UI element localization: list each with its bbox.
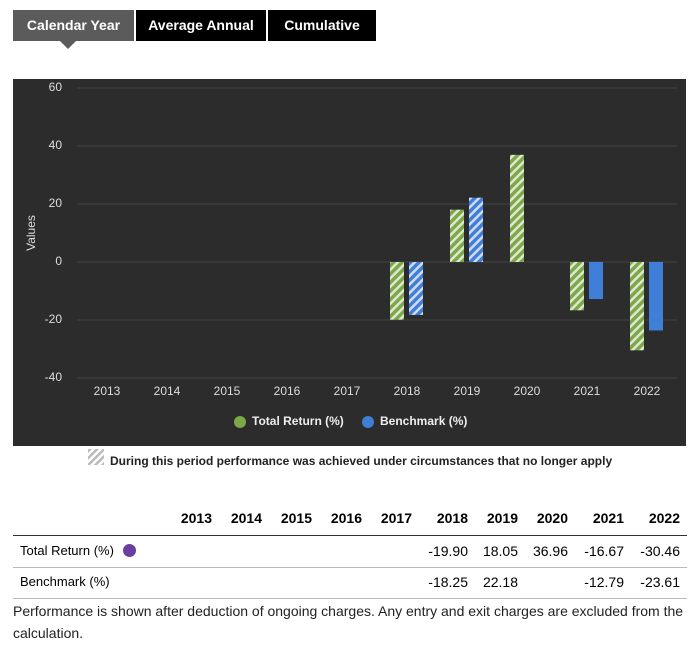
x-tick-label: 2016 bbox=[274, 384, 301, 398]
table-cell: 22.18 bbox=[482, 574, 518, 590]
legend-marker bbox=[234, 416, 246, 428]
table-cell: -23.61 bbox=[640, 574, 680, 590]
legend-label: Total Return (%) bbox=[252, 414, 344, 428]
table-header: 2020 bbox=[536, 510, 568, 526]
bar bbox=[510, 154, 524, 262]
table-header: 2018 bbox=[436, 510, 468, 526]
table-cell: -18.25 bbox=[428, 574, 468, 590]
hatch-note: During this period performance was achie… bbox=[110, 454, 612, 468]
x-tick-label: 2015 bbox=[214, 384, 241, 398]
chart: Values During this period performance wa… bbox=[13, 79, 686, 468]
tab[interactable]: Cumulative bbox=[268, 10, 376, 41]
bar bbox=[649, 262, 663, 331]
bar bbox=[450, 209, 464, 262]
tab[interactable]: Average Annual bbox=[136, 10, 266, 41]
table-header: 2013 bbox=[180, 510, 212, 526]
tab[interactable]: Calendar Year bbox=[13, 10, 134, 41]
table-cell: -19.90 bbox=[428, 543, 468, 559]
bar bbox=[570, 262, 584, 311]
x-tick-label: 2019 bbox=[454, 384, 481, 398]
table-header: 2016 bbox=[330, 510, 362, 526]
row-label: Benchmark (%) bbox=[20, 574, 110, 589]
bar bbox=[409, 262, 423, 315]
row-rule bbox=[13, 567, 687, 568]
bar bbox=[630, 262, 644, 351]
table-cell: 36.96 bbox=[532, 543, 568, 559]
bar bbox=[390, 262, 404, 320]
y-tick-label: 60 bbox=[49, 80, 63, 94]
table-cell: 18.05 bbox=[482, 543, 518, 559]
tab-pointer bbox=[60, 41, 76, 49]
table-cell: -16.67 bbox=[584, 543, 624, 559]
x-tick-label: 2021 bbox=[574, 384, 601, 398]
row-label: Total Return (%) bbox=[20, 543, 114, 558]
x-tick-label: 2020 bbox=[514, 384, 541, 398]
legend-label: Benchmark (%) bbox=[380, 414, 467, 428]
table-header: 2021 bbox=[592, 510, 624, 526]
x-tick-label: 2018 bbox=[394, 384, 421, 398]
y-tick-label: -40 bbox=[45, 370, 63, 384]
table-header: 2014 bbox=[230, 510, 262, 526]
bar bbox=[469, 197, 483, 262]
hatch-icon bbox=[88, 449, 104, 465]
y-tick-label: 20 bbox=[49, 196, 63, 210]
y-tick-label: -20 bbox=[45, 312, 63, 326]
y-axis-label: Values bbox=[24, 215, 38, 251]
x-tick-label: 2014 bbox=[154, 384, 181, 398]
y-tick-label: 40 bbox=[49, 138, 63, 152]
x-tick-label: 2013 bbox=[94, 384, 121, 398]
table-header: 2022 bbox=[648, 510, 680, 526]
bar bbox=[589, 262, 603, 300]
table-cell: -12.79 bbox=[584, 574, 624, 590]
y-tick-label: 0 bbox=[55, 254, 62, 268]
row-rule bbox=[13, 598, 687, 599]
legend-marker bbox=[362, 416, 374, 428]
x-tick-label: 2017 bbox=[334, 384, 361, 398]
footer-note: Performance is shown after deduction of … bbox=[13, 603, 684, 641]
header-rule bbox=[13, 535, 687, 536]
x-tick-label: 2022 bbox=[634, 384, 661, 398]
table-cell: -30.46 bbox=[640, 543, 680, 559]
info-icon[interactable] bbox=[123, 544, 136, 557]
table-header: 2019 bbox=[486, 510, 518, 526]
table-header: 2015 bbox=[280, 510, 312, 526]
table-header: 2017 bbox=[380, 510, 412, 526]
